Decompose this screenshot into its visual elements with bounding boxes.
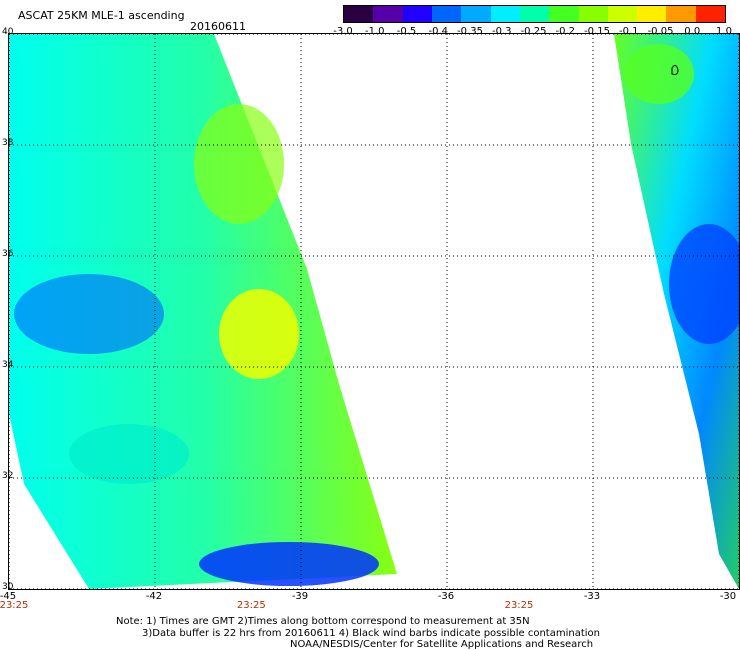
- latitude-tick-label: 30: [2, 582, 14, 592]
- color-scale-segment: [490, 6, 520, 22]
- note-line-3: NOAA/NESDIS/Center for Satellite Applica…: [290, 639, 594, 650]
- color-scale-tick: -0.05: [647, 26, 674, 37]
- color-scale-tick: 0.0: [684, 26, 701, 37]
- color-scale-segment: [373, 6, 403, 22]
- latitude-tick-label: 34: [2, 360, 14, 370]
- swath-time-label: 23:25: [504, 600, 534, 611]
- color-scale-tick: 1.0: [716, 26, 732, 37]
- color-scale-tick: -1.0: [364, 26, 385, 37]
- color-scale-tick: -0.15: [584, 26, 610, 37]
- color-scale-segment: [461, 6, 491, 22]
- scatterometer-swath-map: [9, 34, 739, 589]
- swath-time-label: 23:25: [236, 600, 266, 611]
- note-line-2: 3)Data buffer is 22 hrs from 20160611 4)…: [142, 628, 600, 639]
- color-scale-segment: [431, 6, 462, 22]
- color-scale-tick: -0.5: [396, 26, 417, 37]
- color-scale-tick: -0.2: [555, 26, 576, 37]
- latitude-tick-label: 40: [2, 27, 14, 37]
- contamination-barb: [671, 64, 679, 75]
- color-scale-segment: [344, 6, 374, 22]
- longitude-tick-label: -45: [0, 591, 17, 602]
- color-scale-segment: [666, 6, 696, 22]
- latitude-tick-label: 38: [2, 138, 14, 148]
- color-scale-tick: -0.25: [520, 26, 547, 37]
- latitude-tick-label: 36: [2, 249, 14, 259]
- color-scale-segment: [549, 6, 579, 22]
- color-scale-segment: [695, 6, 726, 22]
- map-date: 20160611: [190, 20, 246, 33]
- map-plot-area: [8, 33, 740, 590]
- longitude-tick-label: -30: [719, 591, 737, 602]
- map-title: ASCAT 25KM MLE-1 ascending: [18, 9, 185, 22]
- color-scale-bar: [343, 5, 726, 23]
- latitude-tick-label: 32: [2, 471, 14, 481]
- color-scale-segment: [637, 6, 667, 22]
- swath-time-label: 23:25: [0, 600, 29, 611]
- longitude-tick-label: -36: [437, 591, 455, 602]
- color-scale-ticks: -3.0 -1.0 -0.5 -0.4 -0.35 -0.3 -0.25 -0.2 -0.15-…: [333, 26, 732, 38]
- color-scale-tick: -0.4: [428, 26, 449, 37]
- color-scale-tick: -0.3: [491, 26, 512, 37]
- color-scale-segment: [402, 6, 432, 22]
- color-scale-segment: [607, 6, 638, 22]
- longitude-tick-label: -39: [291, 591, 309, 602]
- note-line-1: Note: 1) Times are GMT 2)Times along bot…: [116, 616, 530, 627]
- color-scale-tick: -3.0: [333, 26, 353, 37]
- color-scale-tick: -0.1: [618, 26, 639, 37]
- longitude-tick-label: -33: [583, 591, 601, 602]
- color-scale-tick: -0.35: [457, 26, 483, 37]
- color-scale-segment: [578, 6, 608, 22]
- longitude-tick-label: -42: [145, 591, 163, 602]
- color-scale-segment: [519, 6, 550, 22]
